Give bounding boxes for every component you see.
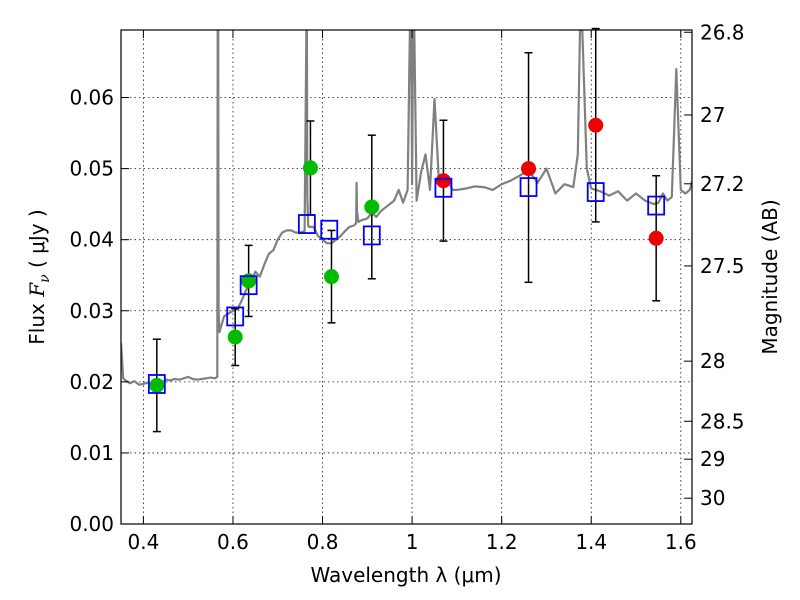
model-point-square: [226, 306, 245, 327]
mag-tick-label: 27.2: [700, 172, 745, 196]
x-tick-label: 1.2: [486, 530, 518, 554]
mag-tick-label: 28: [700, 349, 725, 373]
x-axis-label: Wavelength λ (μm): [310, 563, 501, 587]
model-point-square: [320, 219, 339, 240]
y-tick-label: 0.05: [69, 157, 114, 181]
optical-detection-point: [323, 269, 339, 285]
detections-group: [149, 117, 664, 393]
model-point-square: [647, 195, 666, 216]
y-tick-label: 0.02: [69, 370, 114, 394]
nir-detection-point: [521, 161, 537, 177]
model-spectrum-line: [121, 30, 692, 386]
mag-tick-label: 28.5: [700, 409, 745, 433]
nir-detection-point: [648, 230, 664, 246]
mag-tick-label: 29: [700, 447, 725, 471]
x-tick-label: 1.6: [665, 530, 697, 554]
x-tick-label: 1: [406, 530, 419, 554]
model-point-square: [239, 275, 258, 296]
optical-detection-point: [241, 273, 257, 289]
y2-axis-label: Magnitude (AB): [758, 199, 782, 354]
y-tick-label: 0.03: [69, 299, 114, 323]
plot-frame: [120, 29, 693, 525]
x-tick-label: 0.8: [307, 530, 339, 554]
x-tick-label: 0.6: [217, 530, 249, 554]
y-axis-label-symbol: F: [25, 282, 49, 298]
y-axis-label: Flux Fν ( μJy ): [25, 209, 53, 344]
model-point-square: [147, 374, 166, 394]
model-point-square: [362, 225, 381, 246]
y-tick-label: 0.04: [69, 228, 114, 252]
mag-tick-label: 27: [700, 103, 725, 127]
model-point-square: [297, 214, 316, 234]
x-tick-label: 0.4: [127, 530, 159, 554]
y-tick-label: 0.01: [69, 441, 114, 465]
nir-detection-point: [588, 117, 604, 133]
model-points-group: [147, 177, 666, 394]
mag-tick-label: 30: [700, 486, 725, 510]
y-tick-label: 0.06: [69, 86, 114, 110]
optical-detection-point: [302, 160, 318, 176]
nir-detection-point: [435, 173, 451, 189]
model-point-square: [586, 182, 605, 202]
model-point-square: [434, 177, 453, 198]
model-point-square: [519, 177, 538, 197]
y-axis-label-subscript: ν: [37, 274, 53, 283]
x-tick-label: 1.4: [575, 530, 607, 554]
optical-detection-point: [364, 199, 380, 215]
optical-detection-point: [227, 329, 243, 345]
mag-tick-label: 26.8: [700, 20, 745, 44]
axis-ticks: 0.4 0.6 0.8 1 1.2 1.4 1.6 0.00 0.01 0.02 0.03 0.04 0…: [69, 20, 744, 554]
y-axis-label-suffix: ( μJy ): [25, 209, 49, 274]
y-axis-label-prefix: Flux: [25, 297, 49, 345]
optical-detection-point: [149, 377, 165, 393]
y-tick-label: 0.00: [69, 512, 114, 536]
mag-tick-label: 27.5: [700, 254, 745, 278]
model-spectrum-group: [121, 30, 692, 386]
